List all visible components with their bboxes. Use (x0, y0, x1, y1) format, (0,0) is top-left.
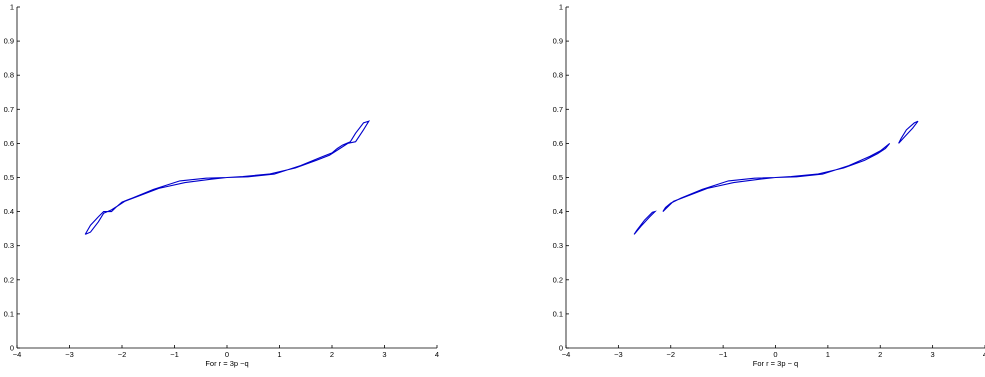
y-tick-label: 0.8 (4, 71, 14, 80)
chart-panel-2: −4 −3 −2 −1 0 1 2 3 4 0 0.1 0.2 0.3 0.4 0.5 0.6 0.7 0.8 0.… (553, 3, 985, 368)
y-tick-label: 0.5 (553, 173, 563, 182)
y-tick-label: 0.2 (553, 275, 563, 284)
x-tick-label: −3 (65, 350, 74, 359)
y-tick-label: 0.5 (4, 173, 14, 182)
x-tick-label: 4 (435, 350, 439, 359)
x-tick-label: −1 (719, 350, 728, 359)
y-tick-label: 0.1 (553, 309, 563, 318)
x-tick-label: −2 (118, 350, 127, 359)
y-tick-label: 0.2 (4, 275, 14, 284)
y-tick-label: 1 (559, 3, 563, 12)
y-tick-label: 0.3 (553, 241, 563, 250)
x-axis-label: For r = 3p − q (753, 359, 798, 368)
y-tick-label: 0 (10, 344, 14, 353)
x-tick-label: −2 (666, 350, 675, 359)
x-tick-label: −4 (562, 350, 571, 359)
series-curve-2 (662, 142, 891, 212)
y-tick-label: 0.3 (4, 241, 14, 250)
y-tick-label: 0 (559, 344, 563, 353)
x-tick-label: −3 (614, 350, 623, 359)
x-tick-label: 0 (225, 350, 229, 359)
x-tick-label: −1 (170, 350, 179, 359)
y-tick-label: 0.4 (4, 207, 14, 216)
series-curve-1 (84, 120, 371, 235)
y-tick-label: 0.9 (4, 37, 14, 46)
x-tick-label: −4 (13, 350, 22, 359)
y-tick-label: 0.7 (4, 105, 14, 114)
y-tick-label: 0.1 (4, 309, 14, 318)
x-tick-label: 4 (983, 350, 985, 359)
series-curve-3 (898, 120, 919, 144)
x-tick-label: 1 (826, 350, 830, 359)
x-tick-label: 0 (773, 350, 777, 359)
y-tick-label: 0.8 (553, 71, 563, 80)
y-tick-label: 0.9 (553, 37, 563, 46)
x-tick-label: 2 (878, 350, 882, 359)
y-tick-label: 1 (10, 3, 14, 12)
x-tick-label: 1 (277, 350, 281, 359)
y-tick-label: 0.6 (4, 139, 14, 148)
y-tick-label: 0.6 (553, 139, 563, 148)
y-tick-label: 0.7 (553, 105, 563, 114)
x-tick-label: 2 (330, 350, 334, 359)
chart-panel-1: −4 −3 −2 −1 0 1 2 3 4 0 0.1 0.2 0.3 0.4 0.5 0.6 0.7 0.8 0.… (4, 3, 440, 369)
x-axis-label: For r = 3p −q (205, 359, 248, 368)
series-curve-1 (633, 210, 657, 235)
y-tick-label: 0.4 (553, 207, 563, 216)
x-tick-label: 3 (931, 350, 935, 359)
x-tick-label: 3 (382, 350, 386, 359)
